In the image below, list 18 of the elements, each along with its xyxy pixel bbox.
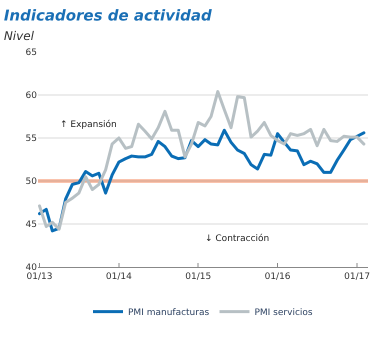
legend-label: PMI manufacturas (128, 308, 210, 318)
x-tick-label: 01/16 (264, 272, 291, 282)
x-tick-label: 01/17 (344, 272, 370, 282)
annotation: ↓ Contracción (205, 233, 270, 244)
x-tick-label: 01/13 (26, 272, 52, 282)
x-tick-label: 01/14 (106, 272, 132, 282)
legend-label: PMI servicios (254, 308, 313, 318)
chart-subtitle: Nivel (4, 28, 35, 43)
annotation: ↑ Expansión (60, 119, 117, 130)
y-tick-label: 55 (26, 134, 37, 144)
y-tick-label: 60 (26, 91, 38, 102)
y-tick-label: 45 (26, 220, 37, 230)
chart-title: Indicadores de actividad (4, 6, 212, 24)
line-series (38, 90, 366, 231)
y-tick-label: 40 (26, 263, 38, 274)
y-tick-label: 50 (26, 177, 38, 188)
x-tick-label: 01/15 (185, 272, 212, 282)
y-tick-label: 65 (26, 48, 37, 58)
